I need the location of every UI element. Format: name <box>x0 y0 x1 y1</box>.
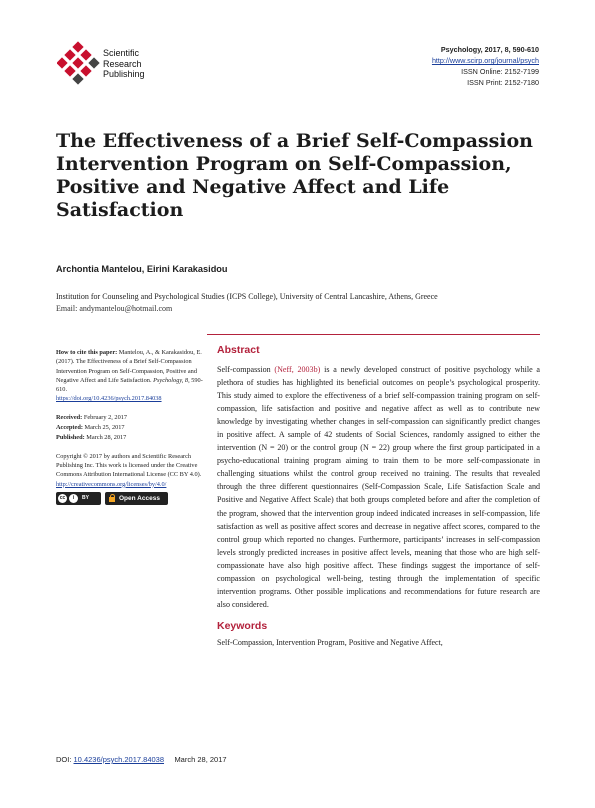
journal-info: Psychology, 2017, 8, 590-610 http://www.… <box>432 44 539 88</box>
open-access-label: Open Access <box>119 494 160 502</box>
article-authors: Archontia Mantelou, Eirini Karakasidou <box>56 264 228 274</box>
abstract-heading: Abstract <box>217 344 260 356</box>
publisher-logo: Scientific Research Publishing <box>57 41 157 85</box>
article-dates: Received: February 2, 2017 Accepted: Mar… <box>56 413 206 443</box>
how-to-cite-text: Mantelou, A., & Karakasidou, E. (2017). … <box>56 349 202 384</box>
journal-citation: Psychology, 2017, 8, 590-610 <box>440 45 539 54</box>
footer-date: March 28, 2017 <box>174 755 227 764</box>
affiliation: Institution for Counseling and Psycholog… <box>56 292 438 301</box>
how-to-cite: How to cite this paper: Mantelou, A., & … <box>56 348 206 404</box>
copyright-text: Copyright © 2017 by authors and Scientif… <box>56 452 202 479</box>
received-date: February 2, 2017 <box>83 413 128 421</box>
accepted-label: Accepted: <box>56 423 83 431</box>
footer-doi-link[interactable]: 10.4236/psych.2017.84038 <box>73 755 165 764</box>
published-label: Published: <box>56 433 85 441</box>
doi-link[interactable]: https://doi.org/10.4236/psych.2017.84038 <box>56 395 162 403</box>
issn-print: ISSN Print: 2152-7180 <box>467 78 539 87</box>
publisher-name: Scientific Research Publishing <box>103 48 145 80</box>
affiliation-block: Institution for Counseling and Psycholog… <box>56 291 438 315</box>
how-to-cite-label: How to cite this paper: <box>56 349 118 356</box>
abstract-text: Self-compassion (Neff, 2003b) is a newly… <box>217 363 540 611</box>
publisher-name-line-2: Research <box>103 58 142 69</box>
footer-doi-label: DOI: <box>56 755 72 764</box>
abstract-body: is a newly developed construct of positi… <box>217 365 540 609</box>
cc-by-badge[interactable]: cc i BY <box>56 491 101 505</box>
attribution-icon: i <box>69 493 78 503</box>
issn-online: ISSN Online: 2152-7199 <box>461 67 539 76</box>
cc-by-label: BY <box>82 494 89 501</box>
license-link[interactable]: http://creativecommons.org/licenses/by/4… <box>56 480 167 488</box>
open-access-badge[interactable]: Open Access <box>105 491 168 505</box>
published-date: March 28, 2017 <box>86 433 127 441</box>
article-sidebar: How to cite this paper: Mantelou, A., & … <box>56 348 206 514</box>
open-lock-icon <box>109 494 115 503</box>
keywords-heading: Keywords <box>217 619 268 632</box>
author-email[interactable]: Email: andymantelou@hotmail.com <box>56 304 173 313</box>
accepted-date: March 25, 2017 <box>84 423 125 431</box>
publisher-name-line-3: Publishing <box>103 69 145 79</box>
page-footer: DOI: 10.4236/psych.2017.84038 March 28, … <box>56 755 227 764</box>
article-title: The Effectiveness of a Brief Self-Compas… <box>56 130 533 221</box>
abstract-citation-link[interactable]: (Neff, 2003b) <box>274 365 321 374</box>
received-label: Received: <box>56 413 83 421</box>
section-divider <box>207 334 540 335</box>
keywords-text: Self-Compassion, Intervention Program, P… <box>217 637 443 647</box>
how-to-cite-journal: Psychology, 8, <box>153 376 190 384</box>
journal-url-link[interactable]: http://www.scirp.org/journal/psych <box>431 56 539 65</box>
publisher-name-line-1: Scientific <box>103 48 140 58</box>
abstract-lead: Self-compassion <box>217 365 271 374</box>
how-to-cite-pages: 590-610. <box>56 376 203 394</box>
creative-commons-icon: cc <box>58 493 67 503</box>
scirp-logo-icon <box>57 41 100 85</box>
abstract-column: Abstract Self-compassion (Neff, 2003b) i… <box>217 344 540 647</box>
license-badges: cc i BY Open Access <box>56 491 206 505</box>
copyright-block: Copyright © 2017 by authors and Scientif… <box>56 452 206 505</box>
